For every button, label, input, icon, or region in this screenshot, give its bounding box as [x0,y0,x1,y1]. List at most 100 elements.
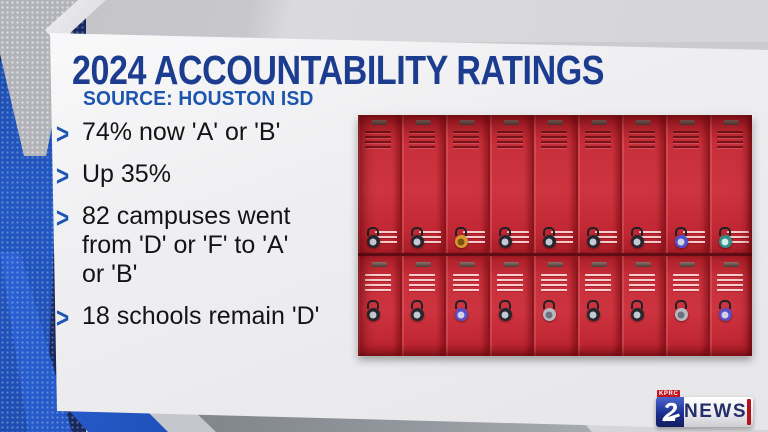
locker-vent [497,274,523,292]
locker-vent [673,131,699,149]
padlock-icon [586,300,600,321]
locker-name-plate [371,262,387,267]
chevron-bullet-icon: > [56,202,70,235]
locker-vent [419,231,441,246]
locker-cell [664,256,708,356]
locker-vent [453,274,479,292]
padlock-icon [410,227,424,248]
padlock-icon [498,300,512,321]
locker-cell [400,115,444,253]
locker-vent [585,131,611,149]
locker-cell [620,115,664,253]
locker-name-plate [459,120,475,125]
locker-name-plate [635,120,651,125]
locker-cell [488,256,532,356]
locker-row [358,115,752,253]
padlock-icon [410,300,424,321]
locker-vent [365,131,391,149]
locker-name-plate [415,120,431,125]
locker-cell [576,256,620,356]
locker-name-plate [591,120,607,125]
locker-cell [664,115,708,253]
station-call-letters: KPRC [657,390,681,398]
locker-vent [409,274,435,292]
bullet-item: >18 schools remain 'D' [56,302,320,335]
chevron-bullet-icon: > [56,302,70,335]
locker-vent [453,131,479,149]
locker-cell [488,115,532,253]
padlock-icon [542,227,556,248]
bullet-item: > Up 35% [56,160,171,193]
locker-vent [629,274,655,292]
locker-cell [620,256,664,356]
locker-name-plate [547,120,563,125]
logo-red-bar [747,399,751,425]
page-title: 2024 ACCOUNTABILITY RATINGS [72,47,605,93]
padlock-icon [454,227,468,248]
locker-cell [358,115,400,253]
locker-cell [444,256,488,356]
locker-vent [551,231,573,246]
locker-name-plate [503,120,519,125]
locker-vent [683,231,705,246]
locker-vent [497,131,523,149]
padlock-icon [718,227,732,248]
locker-cell [532,115,576,253]
locker-vent [463,231,485,246]
locker-vent [507,231,529,246]
bullet-list: >74% now 'A' or 'B' > Up 35% >82 campuses w… [56,118,356,344]
news-wordmark: NEWS [684,401,747,422]
locker-name-plate [371,120,387,125]
chevron-bullet-icon: > [56,160,70,193]
locker-name-plate [547,262,563,267]
locker-vent [595,231,617,246]
locker-name-plate [635,262,651,267]
lockers-photo [358,115,752,356]
chevron-bullet-icon: > [56,118,70,151]
locker-name-plate [591,262,607,267]
padlock-icon [630,227,644,248]
padlock-icon [542,300,556,321]
padlock-icon [630,300,644,321]
locker-vent [375,231,397,246]
padlock-icon [718,300,732,321]
locker-name-plate [679,262,695,267]
locker-vent [541,131,567,149]
source-label: SOURCE: HOUSTON ISD [83,88,314,110]
locker-cell [400,256,444,356]
station-logo: KPRC 2 NEWS [656,390,753,427]
locker-vent [717,274,743,292]
locker-name-plate [679,120,695,125]
locker-cell [444,115,488,253]
locker-row [358,253,752,356]
locker-cell [358,256,400,356]
locker-name-plate [503,262,519,267]
padlock-icon [454,300,468,321]
locker-vent [365,274,391,292]
locker-name-plate [723,120,739,125]
padlock-icon [366,300,380,321]
locker-vent [673,274,699,292]
background-top-panel [86,0,768,42]
locker-name-plate [415,262,431,267]
locker-name-plate [459,262,475,267]
locker-vent [727,231,749,246]
locker-cell [576,115,620,253]
channel-2-icon: 2 [656,397,684,427]
locker-vent [639,231,661,246]
locker-cell [532,256,576,356]
locker-name-plate [723,262,739,267]
padlock-icon [498,227,512,248]
locker-cell [708,115,752,253]
locker-vent [409,131,435,149]
locker-vent [541,274,567,292]
bullet-item: >74% now 'A' or 'B' [56,118,281,151]
padlock-icon [674,227,688,248]
locker-vent [629,131,655,149]
background-bottom-silver [146,410,216,432]
locker-vent [585,274,611,292]
locker-cell [708,256,752,356]
padlock-icon [586,227,600,248]
padlock-icon [366,227,380,248]
